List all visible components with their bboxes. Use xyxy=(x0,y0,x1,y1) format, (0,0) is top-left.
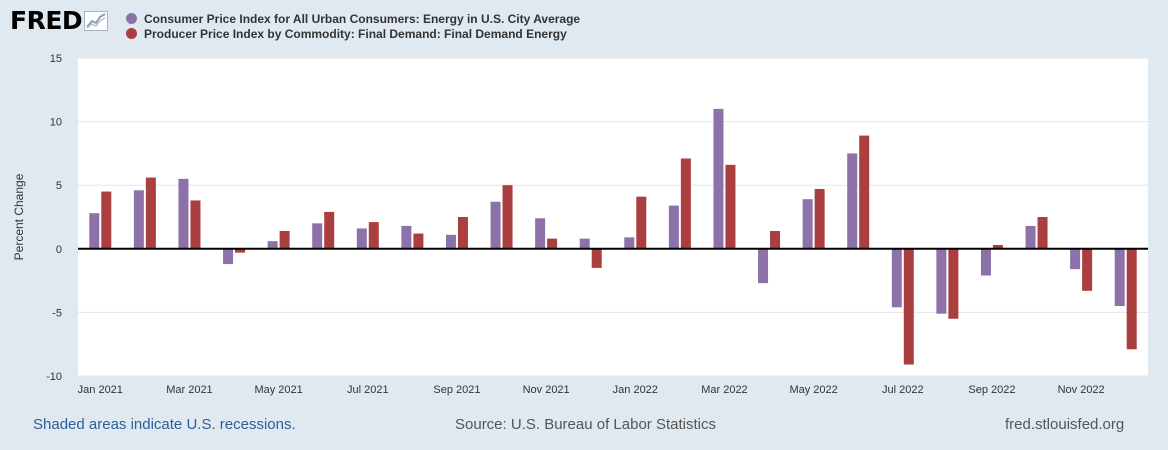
bar-ppi[interactable] xyxy=(1082,248,1093,291)
chart-legend: Consumer Price Index for All Urban Consu… xyxy=(126,11,580,41)
y-tick-label: 5 xyxy=(56,180,62,192)
bar-ppi[interactable] xyxy=(324,211,335,249)
bar-ppi[interactable] xyxy=(235,248,246,253)
recession-note: Shaded areas indicate U.S. recessions. xyxy=(33,416,296,433)
bar-cpi[interactable] xyxy=(1025,225,1036,249)
bar-cpi[interactable] xyxy=(535,218,546,249)
legend-item-ppi[interactable]: Producer Price Index by Commodity: Final… xyxy=(126,26,580,41)
x-tick-label: Mar 2021 xyxy=(166,384,212,396)
legend-swatch-ppi xyxy=(126,28,137,39)
fred-logo[interactable]: FRED xyxy=(10,6,109,35)
y-tick-label: -5 xyxy=(52,307,62,319)
y-axis-label: Percent Change xyxy=(12,173,26,260)
bar-ppi[interactable] xyxy=(680,158,691,249)
bar-ppi[interactable] xyxy=(145,177,156,249)
legend-swatch-cpi xyxy=(126,13,137,24)
x-tick-label: Jul 2021 xyxy=(347,384,389,396)
bar-cpi[interactable] xyxy=(1070,248,1081,270)
bar-cpi[interactable] xyxy=(847,153,858,249)
bar-cpi[interactable] xyxy=(133,190,144,249)
y-tick-label: -10 xyxy=(46,371,62,383)
site-link[interactable]: fred.stlouisfed.org xyxy=(1005,416,1125,433)
bar-ppi[interactable] xyxy=(457,217,468,249)
bar-ppi[interactable] xyxy=(903,248,914,365)
plot-area xyxy=(78,58,1148,376)
bar-ppi[interactable] xyxy=(1037,217,1048,249)
bar-cpi[interactable] xyxy=(267,241,278,249)
bar-cpi[interactable] xyxy=(1114,248,1125,307)
bar-cpi[interactable] xyxy=(178,178,189,249)
bar-ppi[interactable] xyxy=(992,244,1003,249)
bar-ppi[interactable] xyxy=(859,135,870,249)
legend-label-cpi: Consumer Price Index for All Urban Consu… xyxy=(144,11,581,26)
bar-ppi[interactable] xyxy=(368,222,379,249)
bar-ppi[interactable] xyxy=(502,185,513,249)
bar-ppi[interactable] xyxy=(770,230,781,249)
fred-logo-text: FRED xyxy=(10,6,83,35)
y-tick-label: 10 xyxy=(50,117,62,129)
bar-ppi[interactable] xyxy=(413,233,424,249)
x-tick-label: Mar 2022 xyxy=(701,384,747,396)
legend-label-ppi: Producer Price Index by Commodity: Final… xyxy=(144,26,567,41)
bar-ppi[interactable] xyxy=(279,230,290,249)
x-tick-label: May 2021 xyxy=(254,384,302,396)
x-tick-label: Sep 2022 xyxy=(968,384,1015,396)
x-tick-label: May 2022 xyxy=(789,384,837,396)
bar-ppi[interactable] xyxy=(948,248,959,319)
chart-header: FRED Consumer Price Index for All Urban … xyxy=(0,0,1168,50)
bar-ppi[interactable] xyxy=(190,200,201,249)
bar-ppi[interactable] xyxy=(101,191,112,249)
x-tick-label: Sep 2021 xyxy=(433,384,480,396)
bar-ppi[interactable] xyxy=(591,248,602,268)
bar-chart: -10 -5 0 5 10 15 Jan 2021 Mar 2021 May 2021 Jul 2… xyxy=(12,53,1148,396)
bar-cpi[interactable] xyxy=(758,248,769,284)
bar-ppi[interactable] xyxy=(814,189,825,249)
bar-cpi[interactable] xyxy=(89,213,100,249)
y-tick-label: 0 xyxy=(56,244,62,256)
y-tick-label: 15 xyxy=(50,53,62,65)
bar-cpi[interactable] xyxy=(356,228,367,249)
line-chart-icon xyxy=(84,11,109,31)
x-tick-label: Nov 2022 xyxy=(1058,384,1105,396)
legend-item-cpi[interactable]: Consumer Price Index for All Urban Consu… xyxy=(126,11,580,26)
bar-ppi[interactable] xyxy=(725,164,736,249)
x-tick-label: Jul 2022 xyxy=(882,384,924,396)
bar-cpi[interactable] xyxy=(936,248,947,314)
bar-cpi[interactable] xyxy=(980,248,991,276)
bar-cpi[interactable] xyxy=(668,205,679,249)
bar-cpi[interactable] xyxy=(713,108,724,249)
bar-cpi[interactable] xyxy=(624,237,635,249)
bar-cpi[interactable] xyxy=(490,201,501,249)
bar-cpi[interactable] xyxy=(891,248,902,308)
bar-cpi[interactable] xyxy=(223,248,234,265)
bar-cpi[interactable] xyxy=(401,225,412,249)
bar-cpi[interactable] xyxy=(802,199,813,249)
bar-cpi[interactable] xyxy=(445,234,456,249)
x-tick-label: Jan 2022 xyxy=(613,384,658,396)
bar-cpi[interactable] xyxy=(579,238,590,249)
bar-ppi[interactable] xyxy=(547,238,558,249)
source-text: Source: U.S. Bureau of Labor Statistics xyxy=(455,416,716,433)
x-tick-label: Jan 2021 xyxy=(78,384,123,396)
bar-ppi[interactable] xyxy=(636,196,647,249)
bar-ppi[interactable] xyxy=(1126,248,1137,350)
x-tick-label: Nov 2021 xyxy=(523,384,570,396)
bar-cpi[interactable] xyxy=(312,223,323,249)
